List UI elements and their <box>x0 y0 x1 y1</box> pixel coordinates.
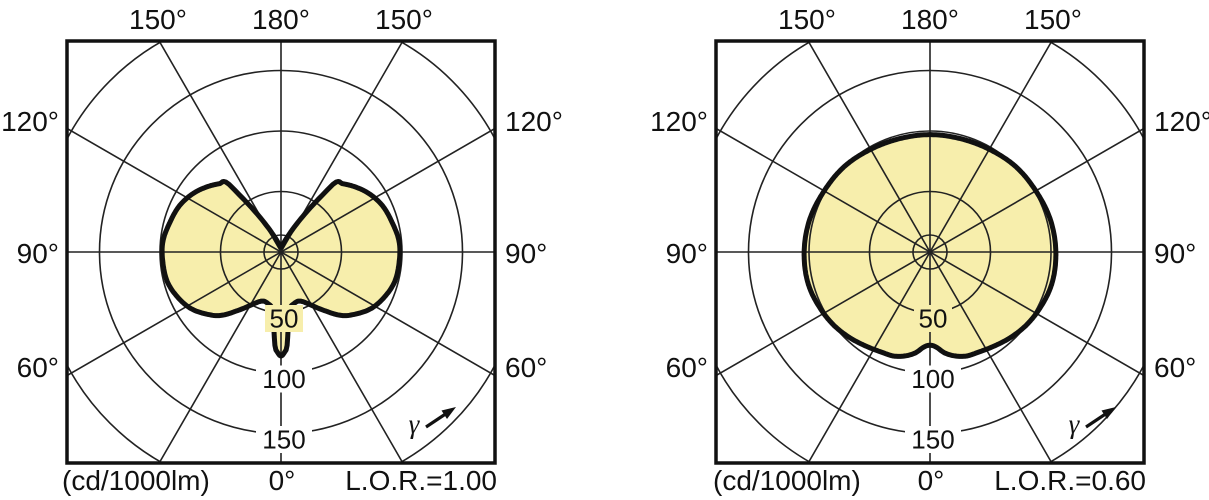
angle-label-120-left: 120° <box>1 106 59 137</box>
angle-label-60-left: 60° <box>17 352 59 383</box>
angle-label-90-right: 90° <box>1154 238 1196 269</box>
gamma-arrow-icon: γ <box>1069 407 1116 439</box>
gamma-symbol: γ <box>409 409 421 439</box>
angle-label-150-top-left: 150° <box>129 4 187 35</box>
intensity-curve <box>159 179 403 359</box>
polar-diagram-left: 50 100 150 150° 180° 150° 120° 90° 60° 120… <box>1 4 563 496</box>
angle-label-60-right: 60° <box>1154 352 1196 383</box>
r-tick-label: 150 <box>262 425 305 455</box>
angle-label-90-right: 90° <box>505 238 547 269</box>
r-tick-label-box <box>914 305 952 332</box>
angle-label-150-top-right: 150° <box>1024 4 1082 35</box>
plot-frame <box>714 39 1146 465</box>
angle-label-120-left: 120° <box>650 106 708 137</box>
plot-frame <box>65 39 497 465</box>
gamma-arrow-shaft <box>1085 411 1108 429</box>
r-tick-label-box <box>905 426 961 453</box>
angle-label-180-top: 180° <box>901 4 959 35</box>
angle-label-90-left: 90° <box>17 238 59 269</box>
angle-label-60-left: 60° <box>666 352 708 383</box>
r-tick-label-box <box>256 426 312 453</box>
r-tick-label: 150 <box>911 425 954 455</box>
r-tick-label-box <box>256 365 312 393</box>
angle-label-150-top-right: 150° <box>375 4 433 35</box>
unit-label: (cd/1000lm) <box>713 465 861 496</box>
angle-label-120-right: 120° <box>1154 106 1209 137</box>
gamma-arrow-icon: γ <box>409 407 456 439</box>
lor-label: L.O.R.=0.60 <box>994 465 1146 496</box>
unit-label: (cd/1000lm) <box>62 465 210 496</box>
r-tick-label: 50 <box>919 304 948 334</box>
lor-label: L.O.R.=1.00 <box>345 465 497 496</box>
angle-label-150-top-left: 150° <box>778 4 836 35</box>
angle-grid-line <box>158 41 404 463</box>
angle-label-60-right: 60° <box>505 352 547 383</box>
r-tick-label: 100 <box>911 364 954 394</box>
polar-plot-area-left: 50 100 150 <box>65 39 497 465</box>
r-tick-label: 100 <box>262 364 305 394</box>
angle-label-120-right: 120° <box>505 106 563 137</box>
angle-label-0-bottom: 0° <box>918 465 945 496</box>
gamma-arrow-head <box>1101 407 1116 419</box>
gamma-arrow-head <box>441 407 456 419</box>
angle-label-90-left: 90° <box>666 238 708 269</box>
intensity-curve <box>801 132 1059 359</box>
r-tick-label-box <box>265 305 303 332</box>
gamma-arrow-shaft <box>425 411 448 429</box>
polar-plot-area-right: 50 100 150 <box>714 39 1146 465</box>
angle-label-180-top: 180° <box>252 4 310 35</box>
r-tick-label: 50 <box>270 304 299 334</box>
polar-diagram-right: 50 100 150 150° 180° 150° 120° 90° 60° 120… <box>650 4 1209 496</box>
angle-grid-line <box>807 41 1053 463</box>
angle-label-0-bottom: 0° <box>269 465 296 496</box>
gamma-symbol: γ <box>1069 409 1081 439</box>
r-tick-label-box <box>905 365 961 393</box>
